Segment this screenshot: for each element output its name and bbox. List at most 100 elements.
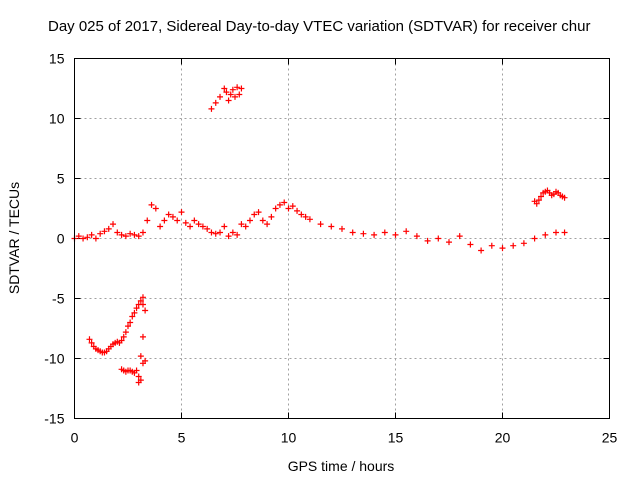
- data-point: [339, 225, 345, 232]
- data-point: [456, 233, 463, 240]
- data-point: [236, 91, 243, 98]
- data-point: [478, 247, 485, 254]
- y-tick-label: -10: [44, 351, 64, 367]
- data-point: [191, 217, 198, 224]
- data-point: [242, 223, 249, 230]
- data-point: [553, 229, 559, 236]
- data-point: [195, 221, 202, 228]
- data-point: [225, 97, 232, 104]
- data-point: [349, 229, 356, 236]
- chart-title: Day 025 of 2017, Sidereal Day-to-day VTE…: [48, 18, 590, 35]
- data-point: [114, 229, 121, 236]
- data-point: [208, 229, 215, 236]
- data-point: [75, 233, 82, 240]
- data-point: [392, 231, 399, 238]
- data-point: [169, 213, 176, 220]
- data-point: [238, 221, 245, 228]
- data-point: [294, 207, 301, 214]
- data-point: [127, 230, 134, 237]
- data-point: [217, 229, 224, 236]
- data-point: [246, 217, 253, 224]
- data-point: [144, 217, 151, 224]
- data-point: [227, 91, 234, 98]
- data-point: [424, 237, 431, 244]
- series-lower-cluster: [118, 301, 149, 386]
- data-point: [298, 211, 305, 218]
- data-point: [531, 235, 538, 242]
- data-point: [133, 305, 140, 312]
- data-point: [306, 216, 313, 223]
- data-point: [371, 231, 378, 238]
- data-point: [129, 313, 136, 320]
- x-tick-label: 20: [495, 430, 511, 446]
- data-point: [101, 228, 108, 235]
- data-point: [533, 200, 540, 207]
- data-point: [178, 209, 185, 216]
- data-point: [221, 223, 228, 230]
- y-axis-title: SDTVAR / TECUs: [6, 182, 22, 294]
- data-point: [165, 211, 172, 218]
- data-point: [289, 203, 296, 210]
- x-tick-label: 5: [178, 430, 186, 446]
- data-point: [446, 239, 452, 246]
- data-point: [538, 193, 545, 200]
- data-point: [139, 301, 146, 308]
- data-point: [488, 242, 495, 249]
- data-point: [272, 205, 279, 212]
- data-point: [118, 337, 125, 344]
- data-point: [199, 223, 206, 230]
- data-points: [71, 84, 568, 386]
- data-point: [413, 233, 420, 240]
- data-point: [234, 231, 241, 238]
- data-point: [259, 217, 266, 224]
- data-point: [212, 99, 219, 106]
- data-point: [118, 231, 125, 238]
- x-tick-label: 10: [281, 430, 297, 446]
- data-point: [161, 217, 168, 224]
- data-point: [120, 333, 127, 340]
- data-point: [268, 213, 275, 220]
- data-point: [467, 241, 474, 248]
- data-point: [135, 373, 142, 380]
- data-point: [125, 323, 131, 330]
- data-point: [229, 86, 236, 93]
- data-point: [97, 230, 104, 237]
- data-point: [88, 339, 95, 346]
- data-point: [204, 225, 211, 232]
- data-point: [142, 307, 149, 314]
- data-point: [137, 297, 144, 304]
- data-point: [285, 205, 292, 212]
- data-point: [381, 229, 388, 236]
- data-point: [139, 229, 146, 236]
- data-point: [223, 89, 230, 96]
- data-point: [232, 93, 238, 100]
- data-point: [238, 85, 245, 92]
- data-point: [135, 379, 142, 386]
- data-point: [561, 194, 568, 201]
- data-point: [276, 201, 283, 208]
- y-tick-label: 15: [49, 51, 65, 67]
- data-point: [152, 205, 159, 212]
- x-tick-label: 0: [71, 430, 79, 446]
- data-point: [535, 197, 542, 204]
- data-point: [208, 105, 215, 112]
- data-point: [105, 225, 112, 232]
- axes: 0 5 10 15 20 25 -15 -10 -5 0 5 10 15: [44, 51, 617, 446]
- data-point: [139, 294, 146, 301]
- data-point: [92, 235, 99, 242]
- data-point: [360, 230, 367, 237]
- data-point: [84, 234, 91, 241]
- y-tick-label: 0: [57, 231, 65, 247]
- data-point: [255, 209, 262, 216]
- data-point: [520, 240, 527, 247]
- series-upper-cluster: [208, 84, 245, 112]
- x-tick-label: 25: [602, 430, 618, 446]
- data-point: [139, 333, 146, 340]
- data-point: [499, 245, 506, 252]
- data-point: [234, 84, 241, 91]
- data-point: [182, 219, 189, 226]
- data-point: [281, 199, 288, 206]
- series-lower-arc: [86, 294, 146, 356]
- data-point: [403, 228, 410, 235]
